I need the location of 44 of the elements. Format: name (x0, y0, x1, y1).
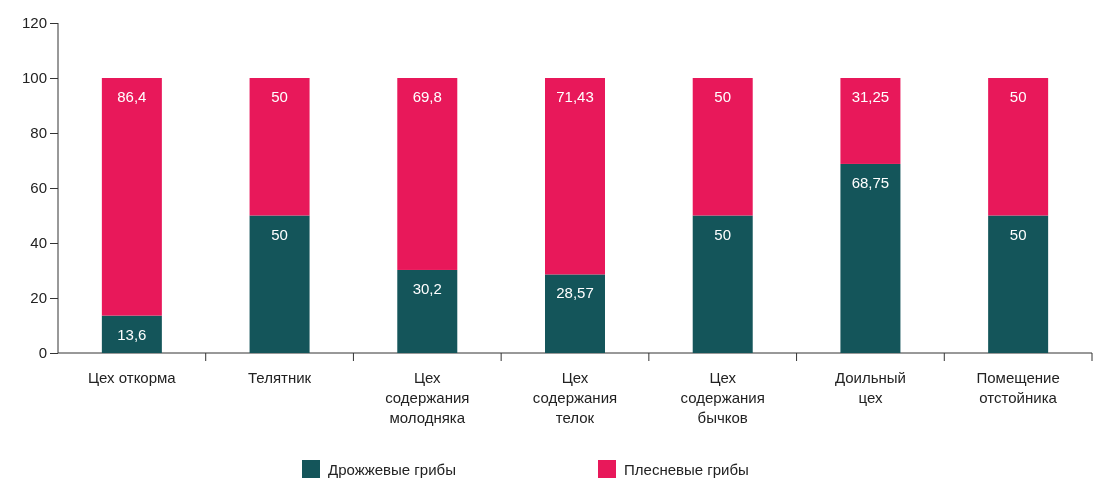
bar (545, 78, 605, 275)
x-tick-label: Доильный цех (834, 369, 906, 406)
y-tick-label: 60 (30, 179, 47, 197)
x-tick-label: Телятник (248, 369, 312, 386)
bar (988, 215, 1049, 353)
data-label: 50 (714, 88, 732, 105)
bar (249, 215, 310, 353)
data-label: 13,6 (117, 325, 147, 343)
data-label: 31,25 (851, 88, 890, 105)
data-label: 69,8 (412, 88, 442, 105)
data-label: 86,4 (117, 88, 147, 105)
x-tick-label: Цех содержания телок (532, 369, 618, 426)
data-label: 50 (1009, 88, 1027, 105)
y-tick-label: 20 (30, 289, 47, 307)
data-label: 50 (271, 225, 288, 243)
data-label: 68,75 (851, 173, 890, 191)
x-tick-label: Цех содержания молодняка (385, 369, 470, 426)
bar (988, 78, 1049, 216)
bar (840, 78, 901, 164)
bar (397, 269, 458, 353)
y-tick-label: 40 (30, 234, 47, 252)
y-tick-label: 100 (21, 69, 47, 87)
data-label: 50 (271, 88, 288, 105)
data-label: 28,57 (556, 284, 594, 302)
legend-label: Плесневые грибы (624, 461, 749, 478)
data-label: 71,43 (556, 88, 594, 105)
data-label: 50 (714, 225, 732, 243)
x-tick-label: Цех откорма (87, 369, 177, 386)
data-label: 50 (1009, 225, 1027, 243)
y-tick-label: 0 (38, 344, 47, 362)
y-tick-label: 120 (21, 14, 47, 32)
bar (249, 78, 310, 216)
bar (101, 78, 162, 316)
bar (692, 215, 753, 353)
data-label: 30,2 (412, 279, 442, 297)
legend-label: Дрожжевые грибы (328, 461, 456, 478)
y-tick-label: 80 (30, 124, 47, 142)
bar (692, 78, 753, 216)
bar (101, 315, 162, 353)
bar (545, 274, 605, 353)
x-tick-label: Цех содержания бычков (680, 369, 765, 426)
x-tick-label: Помещение отстойника (976, 369, 1060, 406)
bar (397, 78, 458, 270)
bar (840, 163, 901, 353)
